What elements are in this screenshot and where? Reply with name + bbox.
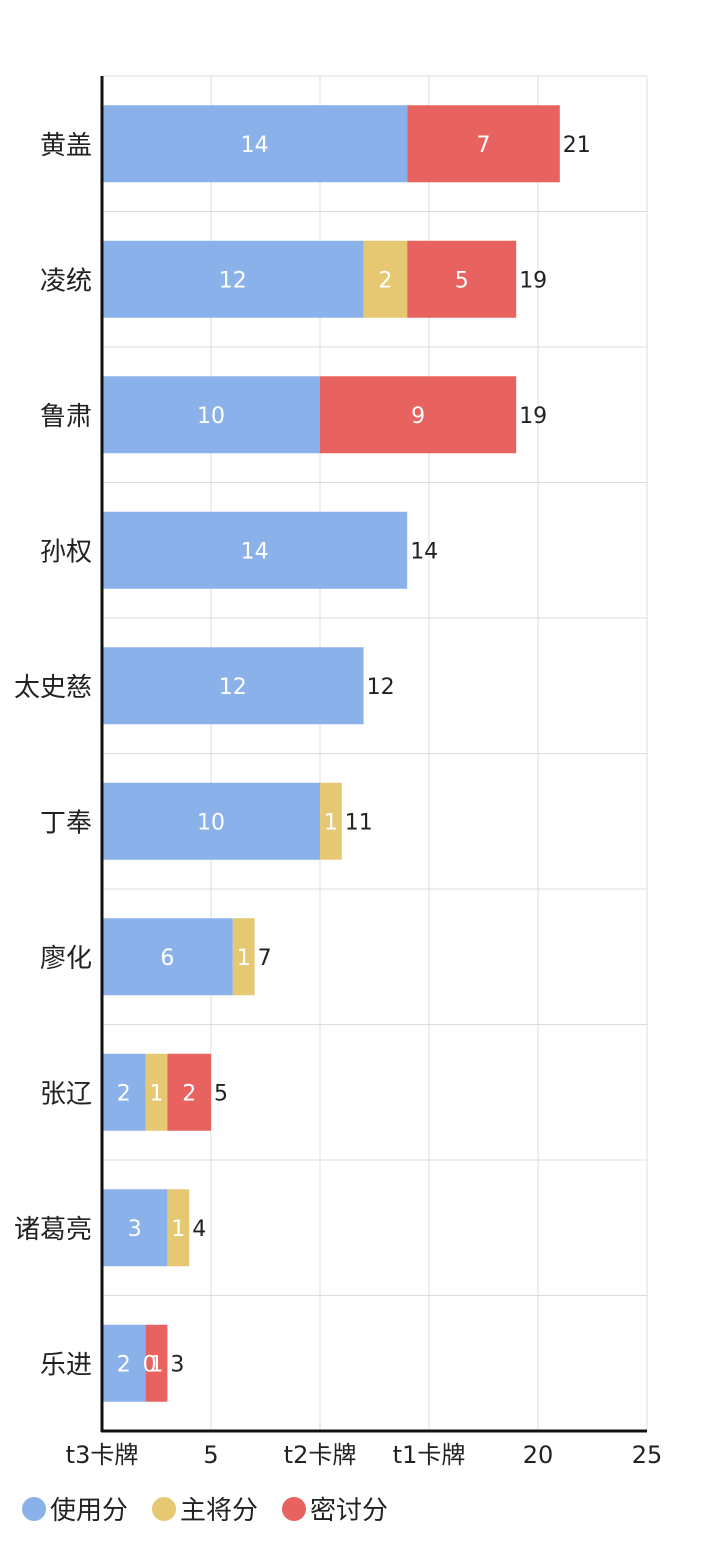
legend-swatch-secret xyxy=(282,1496,307,1521)
segment-label-6-1: 1 xyxy=(237,946,251,971)
bar-1-series-1 xyxy=(363,240,408,318)
category-label-5: 丁奉 xyxy=(40,808,92,838)
segment-label-6-0: 6 xyxy=(160,946,174,971)
segment-label-9-2: 1 xyxy=(150,1352,164,1377)
legend-swatch-usage xyxy=(22,1496,46,1521)
category-label-3: 孙权 xyxy=(40,537,92,567)
segment-label-8-0: 3 xyxy=(128,1217,142,1242)
bar-9-series-0 xyxy=(102,1324,146,1402)
category-label-0: 黄盖 xyxy=(40,131,92,161)
bar-3-series-0 xyxy=(102,511,408,589)
bar-7-series-1 xyxy=(145,1053,168,1131)
segment-label-1-1: 2 xyxy=(378,268,392,293)
total-label-9: 3 xyxy=(170,1352,184,1377)
bar-0-series-0 xyxy=(102,105,408,183)
bar-2-series-2 xyxy=(320,376,517,454)
total-label-0: 21 xyxy=(563,133,591,158)
category-label-9: 乐进 xyxy=(40,1350,92,1380)
segment-label-0-2: 7 xyxy=(477,133,491,158)
x-tick-label-3: t1卡牌 xyxy=(393,1441,466,1469)
bar-2-series-0 xyxy=(102,376,320,454)
segment-label-5-1: 1 xyxy=(324,810,338,835)
total-label-1: 19 xyxy=(519,268,547,293)
segment-label-9-0: 2 xyxy=(117,1352,131,1377)
x-tick-label-1: 5 xyxy=(203,1441,218,1469)
bar-5-series-1 xyxy=(320,782,342,860)
x-tick-label-2: t2卡牌 xyxy=(284,1441,357,1469)
segment-label-0-0: 14 xyxy=(241,133,269,158)
category-label-7: 张辽 xyxy=(40,1079,92,1109)
x-tick-label-4: 20 xyxy=(523,1441,554,1469)
bar-8-series-1 xyxy=(167,1189,190,1267)
segment-label-7-1: 1 xyxy=(150,1081,164,1106)
segment-label-9-1: 0 xyxy=(143,1352,157,1377)
total-label-3: 14 xyxy=(410,539,438,564)
bar-7-series-2 xyxy=(167,1053,211,1131)
category-label-1: 凌统 xyxy=(40,266,92,296)
bar-1-series-0 xyxy=(102,240,364,318)
bar-1-series-2 xyxy=(407,240,517,318)
total-label-5: 11 xyxy=(345,810,373,835)
legend-label-general: 主将分 xyxy=(180,1496,259,1526)
legend-label-usage: 使用分 xyxy=(50,1496,129,1526)
segment-label-8-1: 1 xyxy=(171,1217,185,1242)
category-label-6: 廖化 xyxy=(40,944,92,974)
legend-item-secret[interactable]: 密讨分 xyxy=(282,1490,388,1527)
segment-label-7-0: 2 xyxy=(117,1081,131,1106)
x-tick-label-5: 25 xyxy=(632,1441,663,1469)
category-label-8: 诸葛亮 xyxy=(14,1215,92,1245)
legend-item-usage[interactable]: 使用分 xyxy=(22,1490,128,1527)
segment-label-5-0: 10 xyxy=(197,810,225,835)
total-label-8: 4 xyxy=(192,1217,206,1242)
legend-label-secret: 密讨分 xyxy=(310,1496,389,1526)
bar-8-series-0 xyxy=(102,1189,168,1267)
bar-0-series-2 xyxy=(407,105,560,183)
bar-9-series-2 xyxy=(145,1324,168,1402)
category-label-2: 鲁肃 xyxy=(40,402,92,432)
legend-swatch-general xyxy=(152,1496,177,1521)
legend: 使用分 主将分 密讨分 xyxy=(22,1490,388,1527)
category-label-4: 太史慈 xyxy=(14,673,92,703)
segment-label-2-2: 9 xyxy=(411,404,425,429)
segment-label-7-2: 2 xyxy=(182,1081,196,1106)
bar-4-series-0 xyxy=(102,647,364,725)
total-label-7: 5 xyxy=(214,1081,228,1106)
bar-6-series-0 xyxy=(102,918,233,996)
legend-item-general[interactable]: 主将分 xyxy=(152,1490,258,1527)
segment-label-2-0: 10 xyxy=(197,404,225,429)
x-tick-label-0: t3卡牌 xyxy=(66,1441,139,1469)
bar-5-series-0 xyxy=(102,782,320,860)
segment-label-1-0: 12 xyxy=(219,268,247,293)
total-label-6: 7 xyxy=(258,946,272,971)
total-label-2: 19 xyxy=(519,404,547,429)
segment-label-3-0: 14 xyxy=(241,539,269,564)
total-label-4: 12 xyxy=(367,675,395,700)
segment-label-1-2: 5 xyxy=(455,268,469,293)
bar-7-series-0 xyxy=(102,1053,146,1131)
segment-label-4-0: 12 xyxy=(219,675,247,700)
bar-6-series-1 xyxy=(232,918,255,996)
